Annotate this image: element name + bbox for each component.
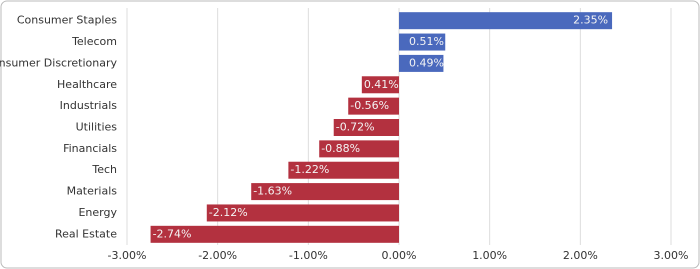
y-tick-label: Financials — [63, 142, 117, 155]
y-tick-label: Industrials — [60, 99, 118, 112]
value-label: -0.72% — [336, 121, 375, 134]
value-label: -1.22% — [290, 163, 329, 176]
value-label: -1.63% — [253, 185, 292, 198]
x-tick-label: 3.00% — [654, 249, 689, 262]
x-tick-label: -2.00% — [198, 249, 237, 262]
value-label: -2.12% — [209, 206, 248, 219]
x-tick-label: -1.00% — [289, 249, 328, 262]
x-tick-label: 0.00% — [382, 249, 417, 262]
value-label: -2.74% — [153, 227, 192, 240]
bar — [361, 76, 399, 94]
value-label: -0.56% — [350, 99, 389, 112]
y-tick-label: Real Estate — [55, 227, 117, 240]
x-tick-label: 2.00% — [563, 249, 598, 262]
value-label: -0.88% — [321, 142, 360, 155]
y-tick-label: Healthcare — [57, 78, 117, 91]
y-tick-label: Utilities — [76, 121, 118, 134]
bar — [348, 97, 399, 115]
bar — [333, 119, 399, 136]
value-label: 0.41% — [364, 78, 399, 91]
bar — [251, 183, 399, 201]
bar — [319, 140, 399, 158]
y-tick-label: Energy — [78, 206, 117, 219]
y-tick-label: Consumer Staples — [17, 14, 117, 27]
y-tick-label: Tech — [91, 163, 117, 176]
bar — [288, 161, 399, 179]
bar — [206, 204, 399, 222]
y-tick-label: Materials — [67, 185, 118, 198]
y-tick-label: Consumer Discretionary — [0, 56, 117, 69]
bar — [399, 54, 444, 72]
y-tick-label: Telecom — [71, 35, 117, 48]
x-tick-label: 1.00% — [472, 249, 507, 262]
value-label: 0.49% — [409, 56, 444, 69]
bar — [399, 33, 446, 51]
value-label: 0.51% — [409, 35, 444, 48]
value-label: 2.35% — [573, 14, 608, 27]
bar — [150, 225, 399, 243]
bar — [399, 12, 613, 30]
x-tick-label: -3.00% — [108, 249, 147, 262]
